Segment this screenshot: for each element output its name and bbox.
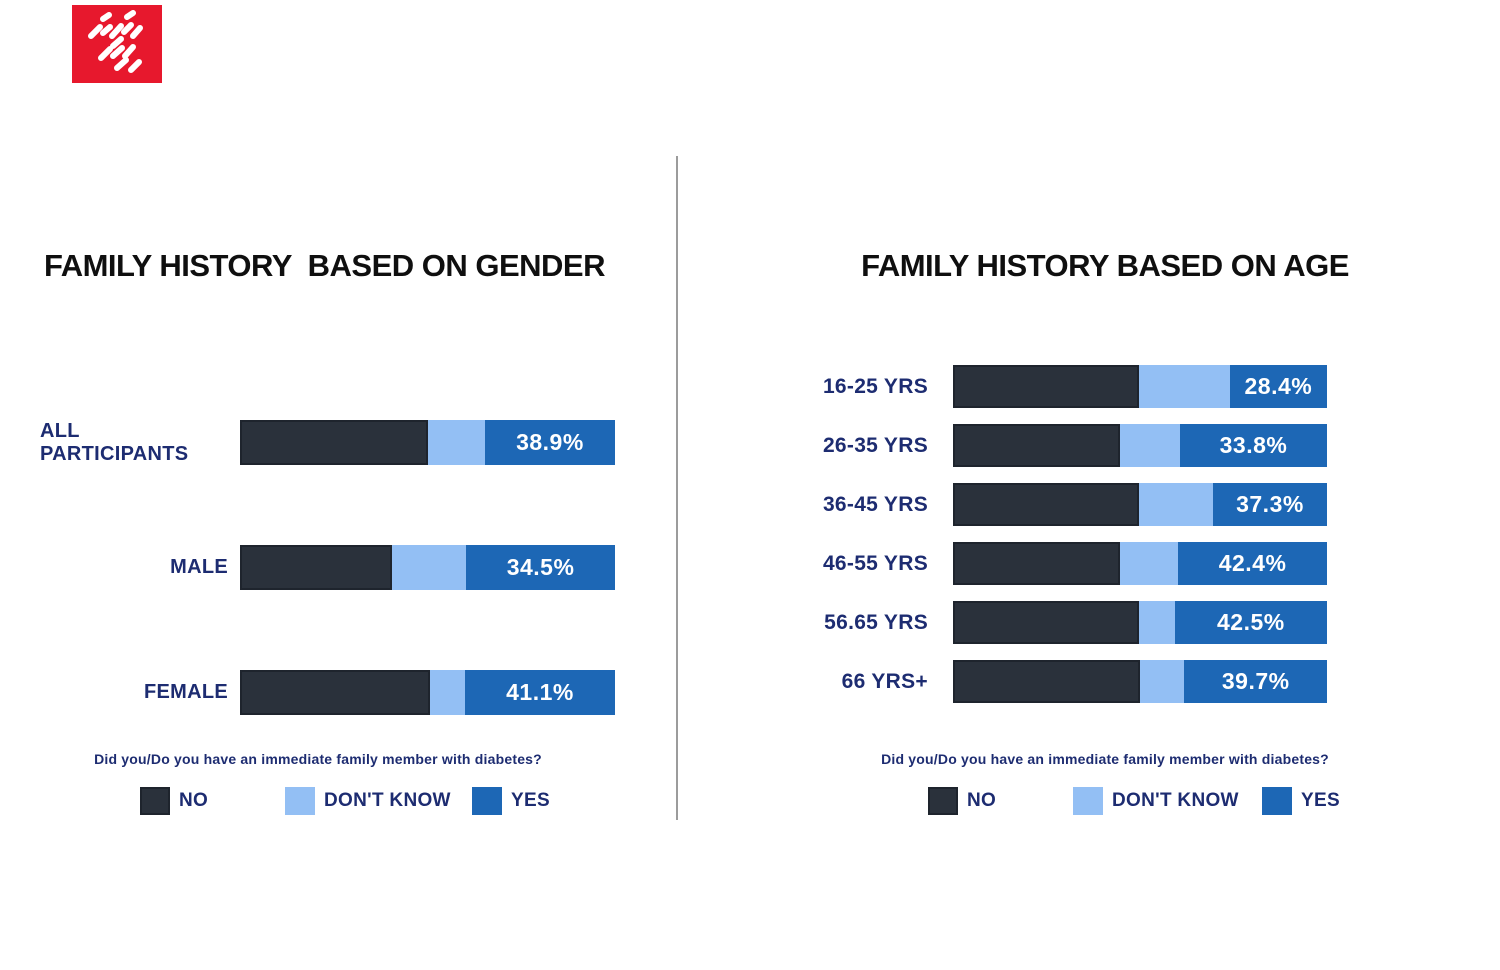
bar-segment-no [953,424,1121,467]
bar-segment-yes: 39.7% [1184,660,1327,703]
legend-label-yes: YES [1301,790,1340,811]
stacked-bar: 41.1% [240,670,615,715]
legend-label-no: NO [179,790,209,811]
bar-segment-no [240,670,431,715]
bar-segment-dont_know [1120,424,1180,467]
bar-segment-yes: 28.4% [1229,365,1327,408]
row-category-label: 26-35 YRS [822,433,928,457]
stacked-bar: 38.9% [240,420,615,465]
yes-value-label: 37.3% [1236,491,1304,517]
row-category-label: 66 YRS+ [841,669,928,693]
dont-know-color-swatch [1073,787,1103,815]
yes-value-label: 42.5% [1217,609,1285,635]
yes-value-label: 38.9% [516,429,584,455]
row-category-label: 36-45 YRS [822,492,928,516]
legend-label-yes: YES [511,790,550,811]
bar-segment-dont_know [1138,483,1213,526]
row-category-label: FEMALE [143,681,228,703]
legend-item-dont-know: DON'T KNOW [285,786,451,816]
bar-segment-yes: 38.9% [484,420,615,465]
brand-logo [72,5,162,83]
bar-segment-no [953,660,1141,703]
yes-value-label: 28.4% [1244,373,1313,399]
bar-row: 56.65 YRS 42.5% [790,601,1327,644]
bar-segment-dont_know [1138,601,1175,644]
bar-segment-yes: 37.3% [1212,483,1327,526]
bar-segment-no [953,542,1121,585]
gender-chart-question: Did you/Do you have an immediate family … [94,751,542,767]
gender-bar-chart: ALL PARTICIPANTS 38.9% MALE 34.5% FEMALE 41.1… [40,420,615,795]
row-category-label: 56.65 YRS [824,610,928,634]
legend-label-no: NO [967,790,997,811]
bar-row: 66 YRS+ 39.7% [790,660,1327,703]
row-category-label: 16-25 YRS [822,374,928,398]
bar-segment-dont_know [427,420,485,465]
bar-row: FEMALE 41.1% [40,670,615,715]
yes-color-swatch [472,787,502,815]
bar-segment-dont_know [1138,365,1230,408]
stacked-bar: 37.3% [953,483,1327,526]
yes-value-label: 39.7% [1221,668,1290,694]
bar-segment-no [240,420,428,465]
bar-segment-no [240,545,392,590]
row-category-label: MALE [170,556,228,578]
legend-item-dont-know: DON'T KNOW [1073,786,1239,816]
row-category-label: ALL PARTICIPANTS [40,419,189,465]
legend-item-no: NO [140,786,208,816]
bar-segment-no [953,601,1139,644]
age-chart-question: Did you/Do you have an immediate family … [881,751,1329,767]
bar-segment-yes: 42.4% [1178,542,1327,585]
age-bar-chart: 16-25 YRS 28.4% 26-35 YRS 33.8% 36-45 YRS 37.… [790,365,1327,719]
bar-segment-dont_know [391,545,467,590]
bar-segment-yes: 41.1% [465,670,615,715]
stacked-bar: 42.5% [953,601,1327,644]
stacked-bar: 39.7% [953,660,1327,703]
bar-row: MALE 34.5% [40,545,615,590]
bar-row: 36-45 YRS 37.3% [790,483,1327,526]
bar-segment-yes: 42.5% [1174,601,1327,644]
age-chart-title: FAMILY HISTORY BASED ON AGE [861,248,1349,283]
bar-row: ALL PARTICIPANTS 38.9% [40,420,615,465]
yes-value-label: 42.4% [1218,550,1287,576]
bar-segment-yes: 33.8% [1180,424,1327,467]
bar-row: 46-55 YRS 42.4% [790,542,1327,585]
yes-color-swatch [1262,787,1292,815]
yes-value-label: 33.8% [1219,432,1288,458]
bar-segment-dont_know [430,670,465,715]
legend-label-dont-know: DON'T KNOW [324,790,451,811]
panel-divider [676,156,678,820]
bar-segment-dont_know [1120,542,1179,585]
legend-item-yes: YES [1262,786,1340,816]
stacked-bar: 34.5% [240,545,615,590]
dont-know-color-swatch [285,787,315,815]
stacked-bar: 33.8% [953,424,1327,467]
bar-segment-no [953,365,1139,408]
legend-item-yes: YES [472,786,550,816]
bar-row: 16-25 YRS 28.4% [790,365,1327,408]
gender-chart-title: FAMILY HISTORY BASED ON GENDER [44,248,605,283]
bar-segment-dont_know [1140,660,1185,703]
bar-segment-no [953,483,1139,526]
bar-row: 26-35 YRS 33.8% [790,424,1327,467]
no-color-swatch [928,787,958,815]
row-category-label: 46-55 YRS [822,551,928,575]
legend-item-no: NO [928,786,996,816]
thaana-script-icon [88,10,143,73]
yes-value-label: 34.5% [506,554,575,580]
bar-segment-yes: 34.5% [466,545,615,590]
stacked-bar: 28.4% [953,365,1327,408]
no-color-swatch [140,787,170,815]
yes-value-label: 41.1% [506,679,574,705]
stacked-bar: 42.4% [953,542,1327,585]
legend-label-dont-know: DON'T KNOW [1112,790,1239,811]
